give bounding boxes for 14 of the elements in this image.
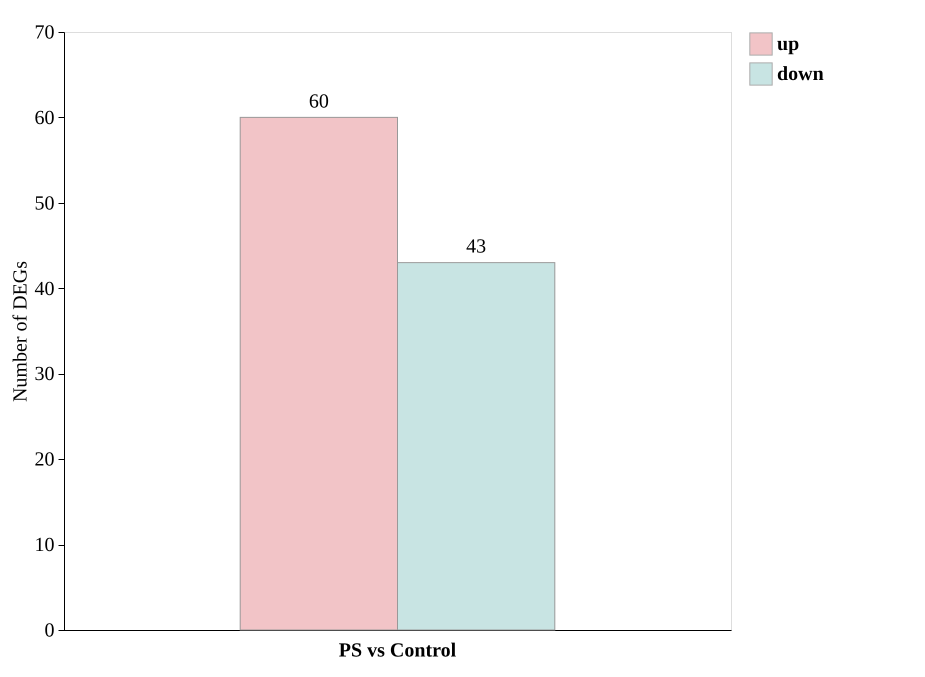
y-tick-label: 50 (34, 192, 54, 214)
x-tick-label: PS vs Control (338, 640, 457, 662)
y-tick-label: 60 (34, 106, 54, 129)
y-tick-label: 70 (34, 22, 54, 44)
y-tick-label: 20 (34, 448, 54, 471)
y-tick-label: 40 (34, 278, 54, 300)
y-axis-title: Number of DEGs (10, 260, 32, 402)
y-tick-label: 10 (34, 534, 54, 556)
data-label: 43 (466, 236, 486, 258)
legend-label: down (777, 63, 824, 85)
y-tick-label: 30 (34, 363, 54, 386)
data-label: 60 (308, 90, 329, 112)
y-tick-label: 0 (44, 620, 54, 642)
legend-label: up (777, 33, 800, 55)
